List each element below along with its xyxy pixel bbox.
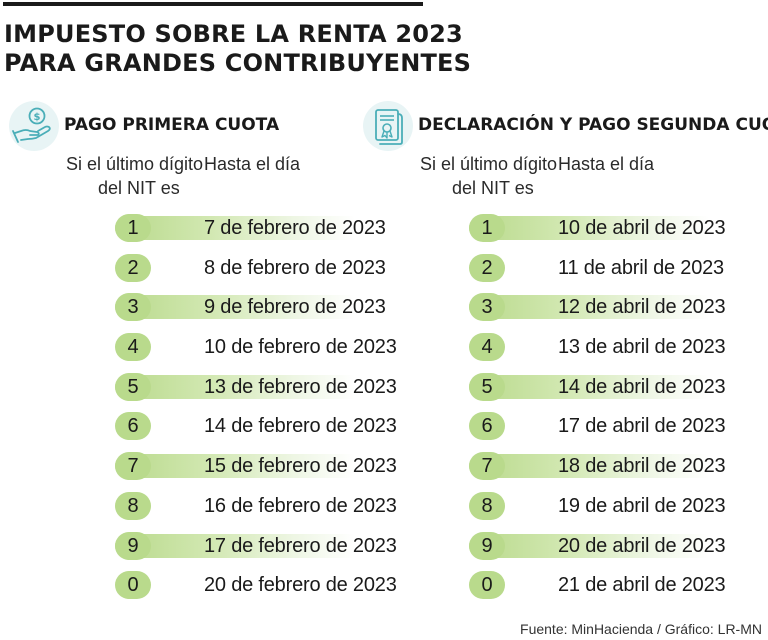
due-date: 17 de febrero de 2023 [204,534,397,557]
nit-digit: 9 [127,534,139,557]
list-item: 7 18 de abril de 2023 [362,448,726,488]
nit-digit: 1 [127,217,139,239]
due-date: 12 de abril de 2023 [558,296,726,319]
due-date: 14 de febrero de 2023 [204,415,397,438]
title-line-2: PARA GRANDES CONTRIBUYENTES [4,49,472,77]
nit-digit: 2 [481,256,493,279]
due-date: 10 de abril de 2023 [558,217,726,239]
nit-digit: 6 [127,415,139,438]
column-header-digit-line2: del NIT es [452,178,534,198]
source-credit: Fuente: MinHacienda / Gráfico: LR-MN [520,621,762,637]
list-item: 5 13 de febrero de 2023 [8,369,397,409]
nit-digit: 9 [481,534,493,557]
due-date: 17 de abril de 2023 [558,415,726,438]
list-item: 9 17 de febrero de 2023 [8,528,397,568]
nit-digit: 7 [127,455,139,478]
nit-digit: 0 [481,574,493,597]
nit-digit: 3 [127,296,139,319]
nit-digit: 3 [481,296,493,319]
due-date: 13 de abril de 2023 [558,336,726,359]
due-date: 18 de abril de 2023 [558,455,726,478]
due-date: 7 de febrero de 2023 [204,217,386,239]
due-date: 8 de febrero de 2023 [204,256,386,279]
nit-digit: 6 [481,415,493,438]
nit-digit: 7 [481,455,493,478]
page-title: IMPUESTO SOBRE LA RENTA 2023 PARA GRANDE… [4,20,604,78]
title-line-1: IMPUESTO SOBRE LA RENTA 2023 [4,20,463,48]
nit-digit: 1 [481,217,493,239]
nit-digit: 2 [127,256,139,279]
column-header-date: Hasta el día [558,154,655,174]
nit-digit: 8 [127,494,139,517]
nit-digit: 5 [127,375,139,398]
column-header-digit-line1: Si el último dígito [66,154,204,174]
list-item: 8 19 de abril de 2023 [362,488,726,528]
due-date: 21 de abril de 2023 [558,574,726,597]
list-item: 2 11 de abril de 2023 [362,250,724,290]
section-heading: DECLARACIÓN Y PAGO SEGUNDA CUOTA [418,115,768,135]
nit-digit: 0 [127,574,139,597]
column-header-digit: Si el último dígito del NIT es [66,152,204,200]
column-header-digit: Si el último dígito del NIT es [420,152,558,200]
nit-digit: 4 [127,336,139,359]
certificate-document-icon [363,101,413,151]
due-date: 13 de febrero de 2023 [204,375,397,398]
list-item: 5 14 de abril de 2023 [362,369,726,409]
column-header-date: Hasta el día [204,154,301,174]
due-date: 10 de febrero de 2023 [204,336,397,359]
due-date: 11 de abril de 2023 [558,256,724,279]
column-header-digit-line1: Si el último dígito [420,154,558,174]
schedule-list: 1 10 de abril de 2023 2 11 de abril de 202… [362,210,726,607]
column-header-digit-line2: del NIT es [98,178,180,198]
list-item: 6 14 de febrero de 2023 [8,408,397,448]
schedule-list: 1 7 de febrero de 2023 2 8 de febrero de 2… [8,210,397,607]
due-date: 15 de febrero de 2023 [204,455,397,478]
list-item: 7 15 de febrero de 2023 [8,448,397,488]
nit-digit: 8 [481,494,493,517]
list-item: 3 9 de febrero de 2023 [8,289,386,329]
list-item: 4 10 de febrero de 2023 [8,329,397,369]
hand-coin-icon: $ [9,101,59,151]
due-date: 9 de febrero de 2023 [204,296,386,319]
list-item: 4 13 de abril de 2023 [362,329,726,369]
list-item: 2 8 de febrero de 2023 [8,250,386,290]
top-rule [3,2,423,6]
list-item: 0 20 de febrero de 2023 [8,567,397,607]
due-date: 20 de febrero de 2023 [204,574,397,597]
list-item: 3 12 de abril de 2023 [362,289,726,329]
nit-digit: 5 [481,375,493,398]
list-item: 1 10 de abril de 2023 [362,210,726,250]
list-item: 6 17 de abril de 2023 [362,408,726,448]
list-item: 9 20 de abril de 2023 [362,528,726,568]
due-date: 16 de febrero de 2023 [204,494,397,517]
svg-text:$: $ [34,112,41,123]
due-date: 19 de abril de 2023 [558,494,726,517]
list-item: 1 7 de febrero de 2023 [8,210,386,250]
nit-digit: 4 [481,336,493,359]
section-heading: PAGO PRIMERA CUOTA [64,115,280,135]
list-item: 0 21 de abril de 2023 [362,567,726,607]
due-date: 20 de abril de 2023 [558,534,726,557]
due-date: 14 de abril de 2023 [558,375,726,398]
list-item: 8 16 de febrero de 2023 [8,488,397,528]
